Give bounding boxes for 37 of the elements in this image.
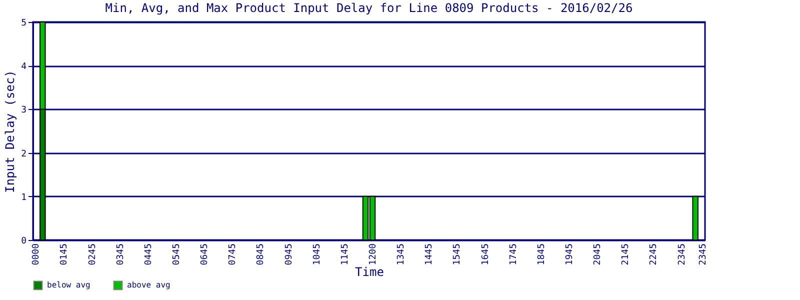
x-tick-label: 0145 [60, 244, 70, 266]
y-tick-label: 1 [21, 192, 26, 203]
bar [692, 196, 698, 240]
x-tick-label: 1200 [368, 244, 379, 266]
x-tick-label: 1345 [396, 244, 407, 266]
x-tick-label: 0345 [116, 244, 126, 266]
chart-title: Min, Avg, and Max Product Input Delay for Line 0809 Products - 2016/02/26 [105, 1, 633, 15]
x-tick-label: 0945 [284, 244, 294, 266]
legend-label: below avg [47, 280, 91, 290]
x-tick-label: 1145 [340, 244, 350, 266]
x-tick-label: 2245 [649, 244, 660, 266]
x-tick-label: 2345 [698, 244, 708, 266]
x-tick-label: 0245 [88, 244, 98, 266]
x-tick-label: 0000 [32, 244, 42, 266]
x-tick-label: 0445 [144, 244, 154, 266]
x-tick-label: 1545 [452, 244, 463, 266]
x-tick-label: 2345 [677, 244, 688, 266]
x-tick-label: 1445 [424, 244, 435, 266]
x-tick-label: 0545 [172, 244, 182, 266]
legend-label: above avg [127, 280, 171, 290]
x-tick-label: 1645 [480, 244, 491, 266]
x-tick-label: 0845 [256, 244, 266, 266]
x-axis-title: Time [355, 265, 384, 280]
x-tick-label: 2045 [593, 244, 604, 266]
y-tick-label: 2 [21, 149, 26, 160]
y-tick-label: 5 [21, 18, 26, 28]
y-tick-label: 3 [21, 106, 26, 116]
x-tick-label: 0745 [228, 244, 238, 266]
x-tick-label: 1745 [508, 244, 519, 266]
x-tick-label: 2145 [621, 244, 632, 266]
x-tick-label: 1845 [536, 244, 547, 266]
x-tick-label: 1045 [312, 244, 322, 266]
y-tick-label: 4 [21, 62, 26, 72]
y-tick-label: 0 [21, 236, 26, 246]
y-axis-title: Input Delay (sec) [3, 70, 18, 193]
x-tick-label: 0645 [200, 244, 210, 266]
x-tick-label: 1945 [565, 244, 576, 266]
